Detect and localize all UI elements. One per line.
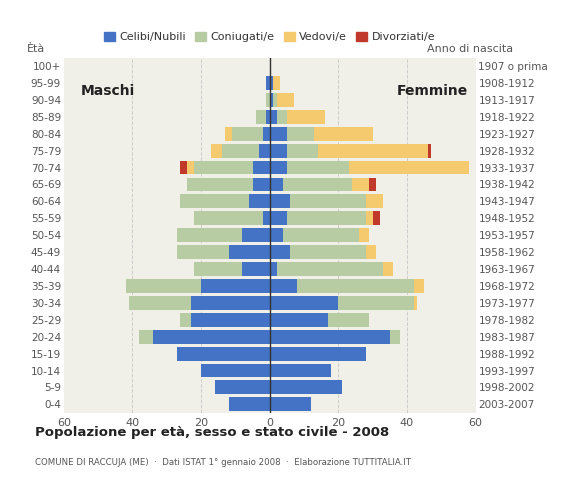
- Bar: [249, 194, 270, 208]
- Bar: [284, 228, 359, 242]
- Bar: [359, 228, 369, 242]
- Bar: [259, 144, 270, 157]
- Bar: [270, 228, 284, 242]
- Bar: [270, 381, 342, 395]
- Bar: [252, 178, 270, 192]
- Bar: [284, 178, 352, 192]
- Bar: [222, 144, 259, 157]
- Bar: [270, 347, 366, 360]
- Bar: [270, 313, 328, 327]
- Bar: [273, 76, 280, 90]
- Bar: [270, 363, 331, 377]
- Bar: [270, 127, 287, 141]
- Bar: [270, 211, 287, 225]
- Bar: [287, 211, 366, 225]
- Bar: [277, 110, 287, 124]
- Text: Popolazione per età, sesso e stato civile - 2008: Popolazione per età, sesso e stato civil…: [35, 426, 389, 439]
- Bar: [191, 313, 270, 327]
- Bar: [191, 296, 270, 310]
- Bar: [270, 144, 287, 157]
- Bar: [366, 245, 376, 259]
- Bar: [201, 363, 270, 377]
- Bar: [225, 127, 232, 141]
- Bar: [177, 228, 242, 242]
- Bar: [194, 262, 242, 276]
- Bar: [187, 161, 194, 174]
- Bar: [270, 178, 284, 192]
- Bar: [369, 178, 376, 192]
- Bar: [256, 110, 266, 124]
- Bar: [290, 194, 366, 208]
- Bar: [194, 211, 263, 225]
- Bar: [252, 161, 270, 174]
- Bar: [270, 279, 297, 293]
- Bar: [180, 194, 249, 208]
- Text: Ètà: Ètà: [27, 44, 45, 54]
- Bar: [242, 228, 270, 242]
- Bar: [290, 245, 366, 259]
- Text: Anno di nascita: Anno di nascita: [426, 44, 513, 54]
- Bar: [266, 76, 270, 90]
- Bar: [242, 262, 270, 276]
- Bar: [287, 161, 349, 174]
- Bar: [338, 296, 414, 310]
- Bar: [270, 76, 273, 90]
- Bar: [125, 279, 201, 293]
- Bar: [263, 211, 270, 225]
- Bar: [270, 161, 287, 174]
- Bar: [349, 161, 469, 174]
- Bar: [187, 178, 252, 192]
- Bar: [270, 194, 290, 208]
- Bar: [270, 110, 277, 124]
- Bar: [270, 330, 390, 344]
- Bar: [277, 262, 383, 276]
- Bar: [328, 313, 369, 327]
- Bar: [270, 296, 338, 310]
- Bar: [229, 397, 270, 411]
- Bar: [366, 194, 383, 208]
- Bar: [314, 127, 372, 141]
- Bar: [270, 93, 273, 107]
- Text: COMUNE DI RACCUJA (ME)  ·  Dati ISTAT 1° gennaio 2008  ·  Elaborazione TUTTITALI: COMUNE DI RACCUJA (ME) · Dati ISTAT 1° g…: [35, 457, 411, 467]
- Bar: [201, 279, 270, 293]
- Bar: [177, 347, 270, 360]
- Bar: [287, 144, 318, 157]
- Bar: [287, 110, 325, 124]
- Bar: [273, 93, 277, 107]
- Bar: [372, 211, 379, 225]
- Bar: [266, 110, 270, 124]
- Bar: [270, 245, 290, 259]
- Legend: Celibi/Nubili, Coniugati/e, Vedovi/e, Divorziati/e: Celibi/Nubili, Coniugati/e, Vedovi/e, Di…: [100, 28, 440, 47]
- Bar: [180, 161, 187, 174]
- Bar: [427, 144, 431, 157]
- Bar: [287, 127, 314, 141]
- Bar: [390, 330, 400, 344]
- Bar: [266, 93, 270, 107]
- Bar: [383, 262, 393, 276]
- Bar: [194, 161, 252, 174]
- Bar: [180, 313, 191, 327]
- Bar: [318, 144, 427, 157]
- Text: Maschi: Maschi: [81, 84, 135, 98]
- Bar: [177, 245, 229, 259]
- Bar: [270, 397, 311, 411]
- Bar: [414, 279, 424, 293]
- Bar: [139, 330, 153, 344]
- Bar: [129, 296, 191, 310]
- Bar: [297, 279, 414, 293]
- Bar: [414, 296, 417, 310]
- Bar: [352, 178, 369, 192]
- Bar: [229, 245, 270, 259]
- Bar: [366, 211, 372, 225]
- Bar: [211, 144, 222, 157]
- Bar: [263, 127, 270, 141]
- Bar: [277, 93, 293, 107]
- Bar: [232, 127, 263, 141]
- Bar: [270, 262, 277, 276]
- Text: Femmine: Femmine: [397, 84, 468, 98]
- Bar: [215, 381, 270, 395]
- Bar: [153, 330, 270, 344]
